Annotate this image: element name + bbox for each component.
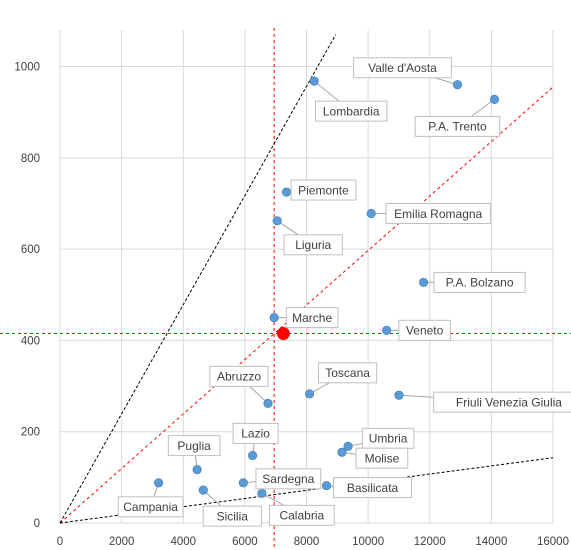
data-label-box bbox=[433, 271, 526, 293]
data-point bbox=[198, 485, 208, 495]
data-label-box bbox=[232, 422, 279, 444]
x-tick-label: 6000 bbox=[232, 536, 258, 548]
data-label: Basilicata bbox=[347, 481, 399, 495]
data-point bbox=[269, 312, 279, 323]
data-label: Piemonte bbox=[298, 183, 349, 197]
data-label: Molise bbox=[365, 452, 400, 466]
data-point bbox=[192, 464, 202, 475]
data-point bbox=[272, 216, 282, 226]
data-label: Valle d'Aosta bbox=[368, 61, 437, 75]
data-label-box bbox=[317, 362, 378, 384]
x-tick-label: 10000 bbox=[352, 536, 384, 548]
data-point bbox=[394, 390, 404, 400]
axes: 0 2000 4000 6000 8000 10000 12000 14000 16000 0 20… bbox=[14, 62, 569, 548]
data-label: Lombardia bbox=[323, 104, 380, 118]
data-label-box bbox=[255, 468, 322, 490]
data-point bbox=[309, 76, 319, 86]
data-point bbox=[154, 478, 164, 488]
data-label: Toscana bbox=[325, 366, 370, 380]
data-point bbox=[343, 441, 353, 451]
x-tick-label: 16000 bbox=[537, 536, 569, 548]
data-label: Veneto bbox=[406, 324, 444, 338]
data-label-box bbox=[117, 496, 184, 518]
x-tick-label: 0 bbox=[57, 536, 63, 548]
data-label: Abruzzo bbox=[217, 370, 261, 384]
highlight-point bbox=[276, 327, 290, 341]
x-tick-label: 2000 bbox=[109, 536, 135, 548]
data-point bbox=[257, 488, 267, 498]
diagonal-reference-line bbox=[59, 86, 554, 524]
data-label-box bbox=[167, 435, 221, 457]
data-point bbox=[489, 94, 500, 104]
steep-reference-line bbox=[59, 34, 337, 524]
data-label-box bbox=[433, 391, 571, 413]
data-label: P.A. Bolzano bbox=[446, 276, 514, 290]
y-tick-label: 200 bbox=[21, 427, 40, 439]
y-tick-label: 600 bbox=[21, 244, 40, 256]
x-tick-label: 4000 bbox=[170, 536, 196, 548]
y-tick-label: 800 bbox=[21, 153, 40, 165]
data-point bbox=[304, 389, 315, 399]
x-tick-label: 14000 bbox=[475, 536, 507, 548]
data-points bbox=[154, 76, 500, 498]
data-label-box bbox=[268, 504, 335, 526]
data-label-box bbox=[353, 57, 452, 79]
data-label: Sicilia bbox=[217, 509, 249, 523]
data-label-box bbox=[285, 307, 339, 329]
data-label: Umbria bbox=[369, 432, 408, 446]
data-label: Puglia bbox=[177, 439, 211, 453]
data-label-box bbox=[385, 203, 491, 225]
data-label-box bbox=[414, 115, 501, 137]
data-point bbox=[321, 480, 332, 491]
y-tick-label: 0 bbox=[34, 518, 40, 530]
y-tick-label: 1000 bbox=[14, 62, 40, 74]
data-labels: Valle d'Aosta Lombardia P.A. Trento Piemont… bbox=[117, 57, 571, 527]
data-point bbox=[238, 478, 248, 488]
data-label: Campania bbox=[123, 500, 178, 514]
data-label-box bbox=[355, 447, 409, 469]
data-label: P.A. Trento bbox=[428, 120, 487, 134]
data-point bbox=[337, 447, 347, 457]
data-point bbox=[452, 80, 463, 90]
data-point bbox=[281, 187, 292, 197]
data-point bbox=[263, 398, 273, 409]
y-tick-label: 400 bbox=[21, 335, 40, 347]
data-label: Emilia Romagna bbox=[394, 207, 482, 221]
data-label: Calabria bbox=[279, 509, 324, 523]
data-label-box bbox=[202, 505, 262, 527]
data-label-box bbox=[315, 100, 388, 122]
data-label-box bbox=[209, 365, 269, 387]
data-label: Marche bbox=[292, 311, 332, 325]
data-label: Sardegna bbox=[262, 472, 314, 486]
data-label-box bbox=[283, 234, 343, 256]
x-tick-label: 12000 bbox=[414, 536, 446, 548]
data-label-box bbox=[398, 319, 451, 341]
data-label-box bbox=[290, 179, 357, 201]
data-point bbox=[418, 277, 429, 288]
data-point bbox=[366, 208, 376, 219]
x-tick-label: 8000 bbox=[294, 536, 320, 548]
data-label-box bbox=[333, 477, 413, 499]
data-point bbox=[382, 325, 392, 335]
data-label: Liguria bbox=[295, 238, 331, 252]
data-point bbox=[247, 450, 258, 461]
data-label: Lazio bbox=[241, 427, 270, 441]
data-label: Friuli Venezia Giulia bbox=[456, 395, 562, 409]
